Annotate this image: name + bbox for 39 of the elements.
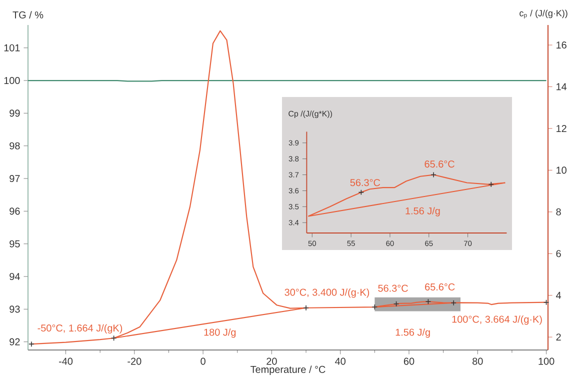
y2-tick-label: 16 [556, 42, 566, 49]
x-tick-label: 100 [538, 358, 554, 365]
annotation: 56.3°C [378, 284, 408, 292]
y-tick-label: 101 [4, 44, 20, 52]
y-tick-label: 92 [10, 338, 20, 346]
annotation: 65.6°C [425, 283, 455, 290]
annotation: 56.3°C [350, 179, 380, 186]
y2-tick-label: 8 [556, 208, 561, 216]
y-axis-title: TG / % [12, 11, 44, 18]
y2-tick-label: 2 [556, 334, 561, 341]
y-tick-label: 97 [10, 174, 20, 182]
annotation: 30°C, 3.400 J/(g·K) [284, 288, 370, 298]
y2-tick-label: 6 [556, 250, 561, 258]
x-tick-label: -20 [128, 358, 142, 365]
y-tick-label: 98 [10, 142, 20, 150]
annotation: 1.56 J/g [396, 328, 430, 338]
y-tick-label: 100 [4, 76, 20, 84]
x-tick-label: 80 [472, 358, 483, 365]
x-axis-title: Temperature / °C [250, 366, 326, 375]
y-tick-label: 94 [10, 272, 20, 280]
annotation: 100°C, 3.664 J/(g·K) [452, 315, 542, 325]
annotation: 65.6°C [424, 160, 454, 168]
y2-tick-label: 12 [556, 124, 566, 132]
x-tick-label: -40 [58, 358, 73, 365]
x-tick-label: 60 [404, 358, 414, 365]
x-tick-label: 40 [335, 358, 346, 365]
annotation: 1.56 J/g [406, 207, 440, 216]
annotation: 180 J/g [204, 328, 236, 338]
y2-tick-label: 10 [556, 166, 566, 174]
y2-tick-label: 4 [556, 292, 562, 299]
y-tick-label: 96 [10, 208, 20, 215]
x-tick-label: 0 [200, 358, 206, 365]
y-tick-label: 93 [10, 306, 20, 313]
y-tick-label: 95 [10, 240, 20, 248]
y2-axis-title: c$_{p}$ / (J/(g·K)) [520, 10, 568, 18]
x-tick-label: 20 [266, 358, 277, 365]
y-tick-label: 99 [10, 110, 20, 117]
y2-tick-label: 14 [556, 83, 567, 90]
annotation: -50°C, 1.664 J/(gK) [38, 324, 122, 334]
